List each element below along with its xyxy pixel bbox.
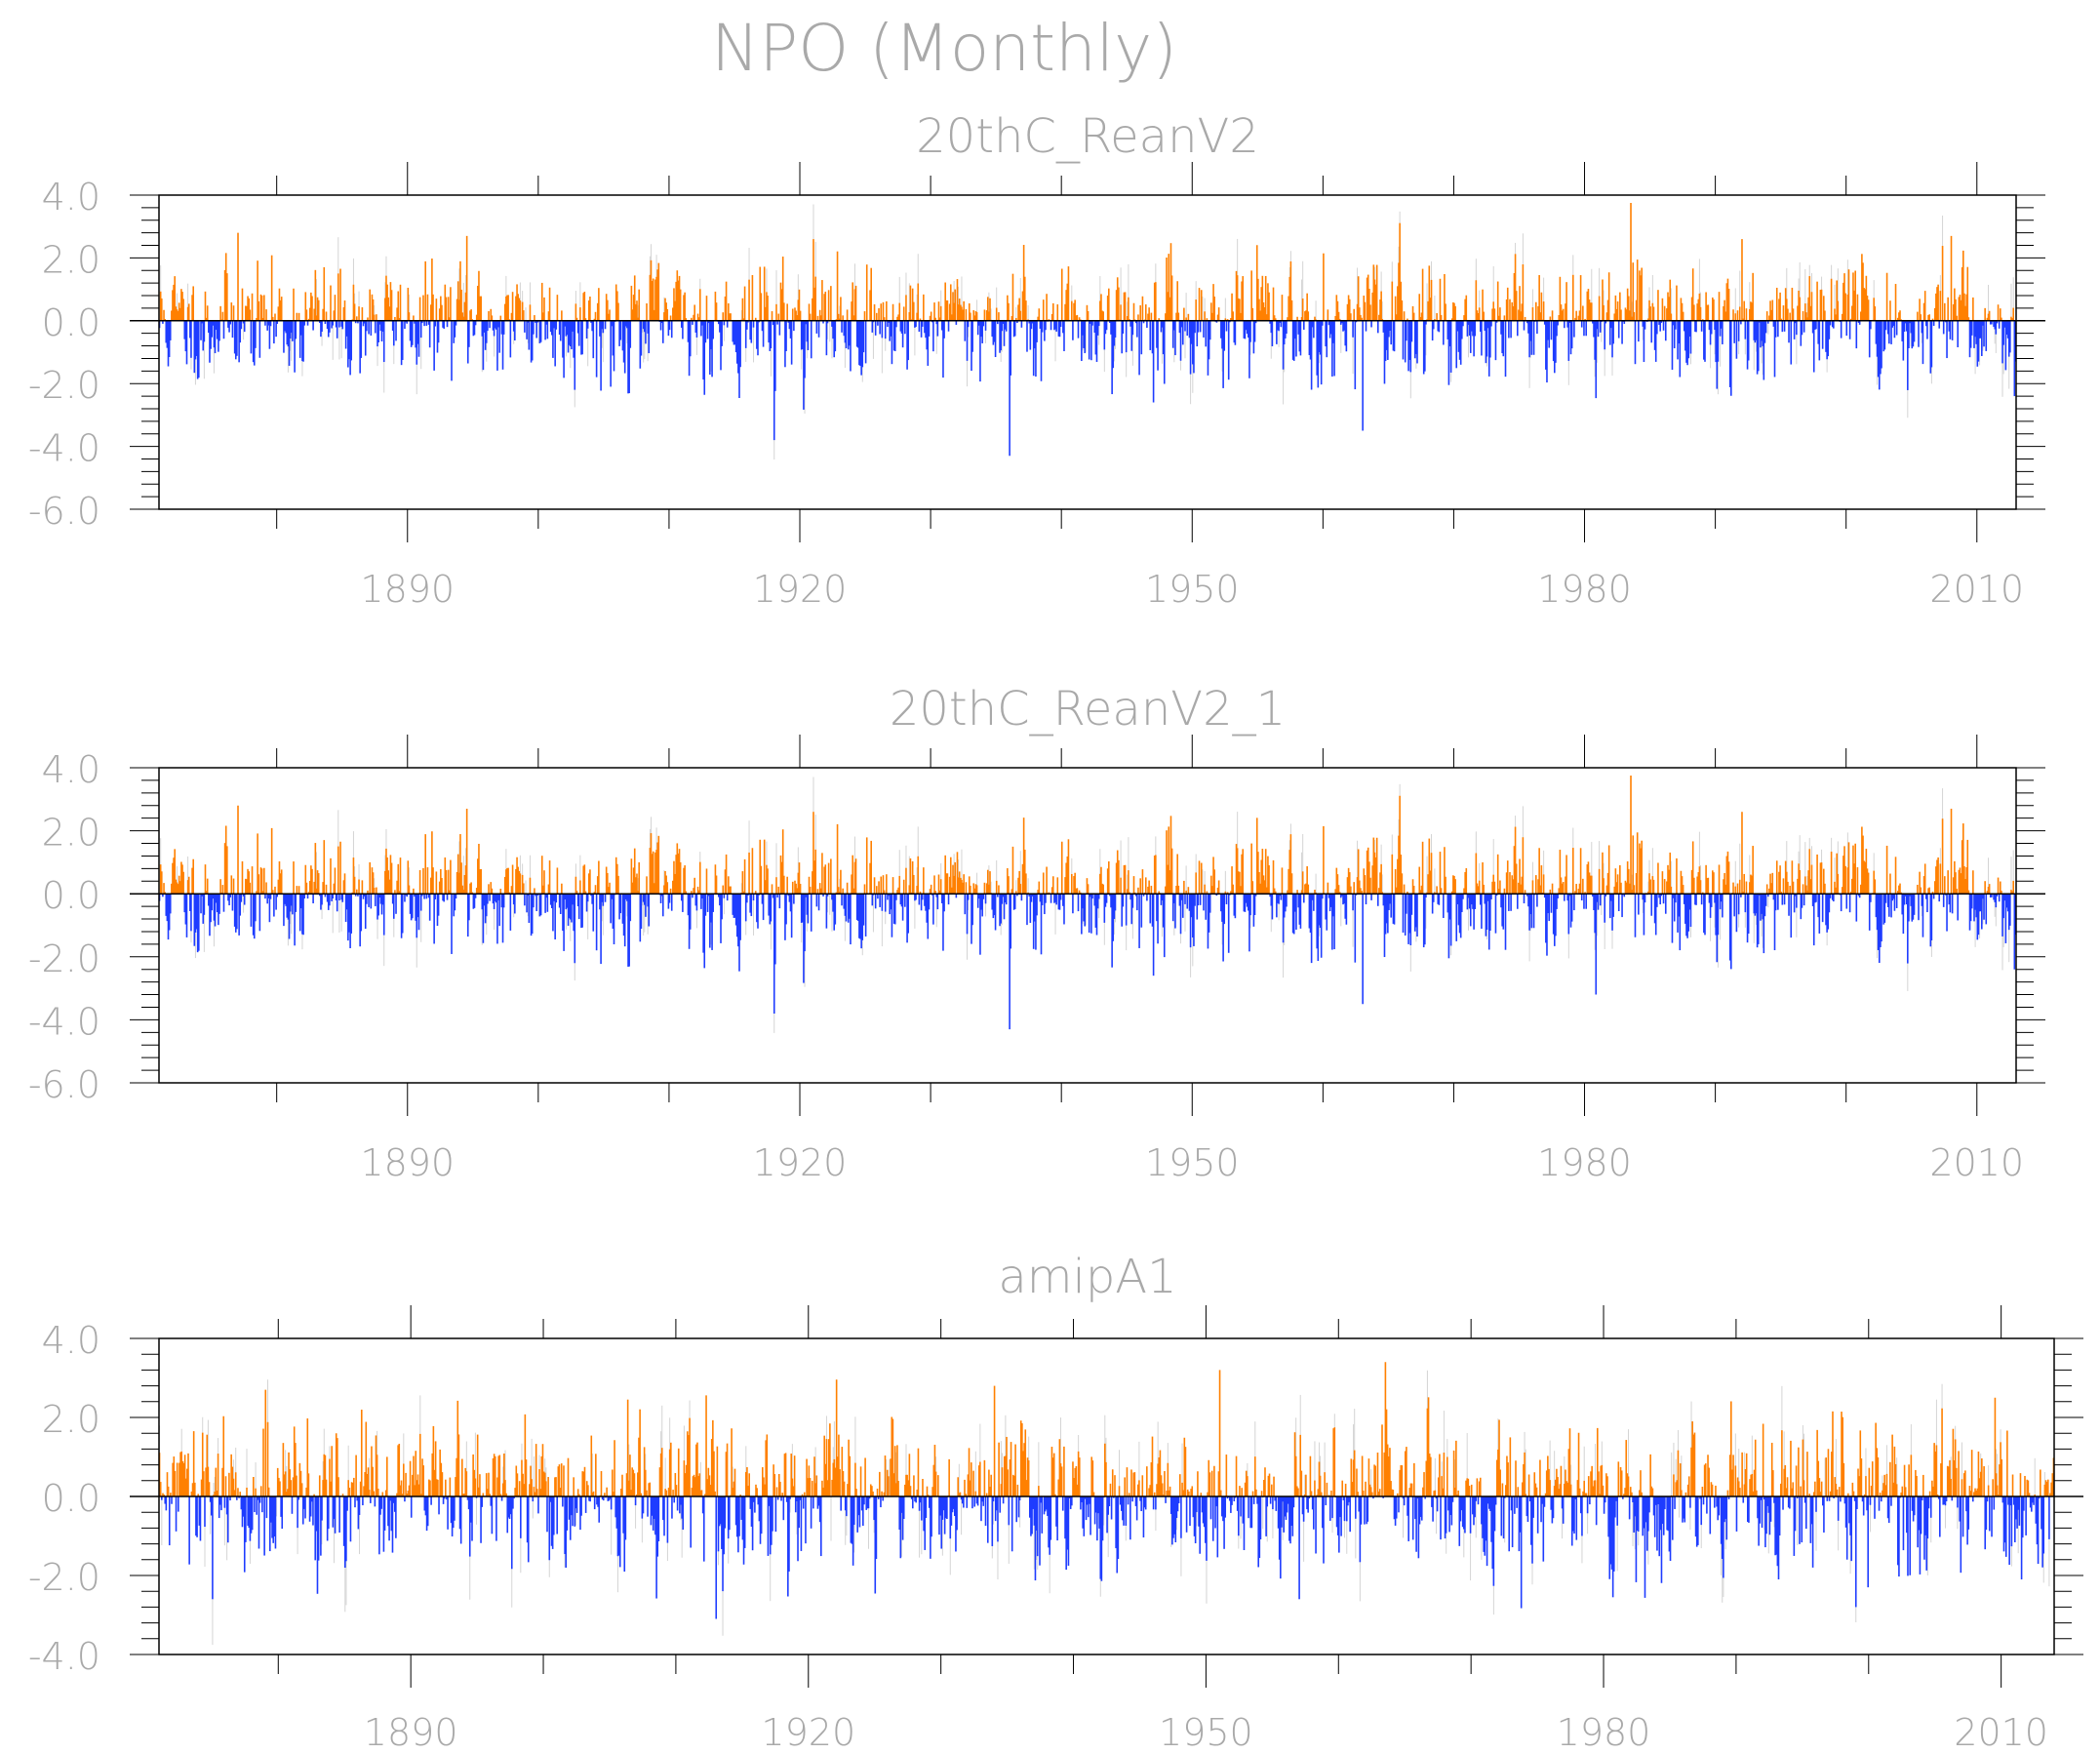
plot-frame (158, 767, 2017, 1084)
panel-1-title: 20thC_ReanV2 (916, 109, 1259, 164)
panel-2-bars (158, 776, 2017, 1033)
y-tick-label: 2.0 (42, 238, 100, 281)
y-tick-label: 0.0 (42, 301, 100, 344)
y-tick-label: -2.0 (28, 364, 100, 407)
x-tick-label: 1980 (1537, 1141, 1632, 1184)
panel-3-title: amipA1 (998, 1250, 1176, 1304)
y-tick-label: -4.0 (28, 1000, 100, 1043)
panel-1: 20thC_ReanV2 4.0 2.0 0.0 -2.0 -4.0 -6.0 1890 19… (28, 109, 2045, 611)
y-tick-label: -2.0 (28, 937, 100, 980)
y-tick-label: -6.0 (28, 1063, 100, 1106)
x-tick-label: 1890 (360, 568, 455, 611)
x-tick-label: 1920 (753, 1141, 848, 1184)
y-tick-label: 2.0 (42, 812, 100, 855)
x-tick-label: 2010 (1929, 1141, 2024, 1184)
panel-3-bars (158, 1362, 2055, 1646)
x-tick-label: 1950 (1145, 568, 1240, 611)
x-tick-label: 1920 (753, 568, 848, 611)
x-tick-label: 1890 (360, 1141, 455, 1184)
panel-2-title: 20thC_ReanV2_1 (890, 682, 1286, 737)
x-tick-label: 1980 (1537, 568, 1632, 611)
y-tick-label: 4.0 (42, 176, 100, 219)
y-tick-label: 4.0 (42, 748, 100, 791)
panel-2: 20thC_ReanV2_1 4.0 2.0 0.0 -2.0 -4.0 -6.0 1890… (28, 682, 2045, 1184)
y-tick-label: 0.0 (42, 874, 100, 917)
panel-1-bars (158, 202, 2017, 460)
panel-2-axes: 4.0 2.0 0.0 -2.0 -4.0 -6.0 1890 1920 1950 1980 201… (28, 735, 2045, 1184)
y-tick-label: -6.0 (28, 490, 100, 533)
plot-frame (158, 194, 2017, 510)
y-tick-label: -4.0 (28, 427, 100, 470)
figure-title: NPO (Monthly) (711, 11, 1177, 86)
x-tick-label: 2010 (1929, 568, 2024, 611)
panel-1-axes: 4.0 2.0 0.0 -2.0 -4.0 -6.0 1890 1920 1950 1980 201… (28, 162, 2045, 611)
x-tick-label: 1950 (1145, 1141, 1240, 1184)
